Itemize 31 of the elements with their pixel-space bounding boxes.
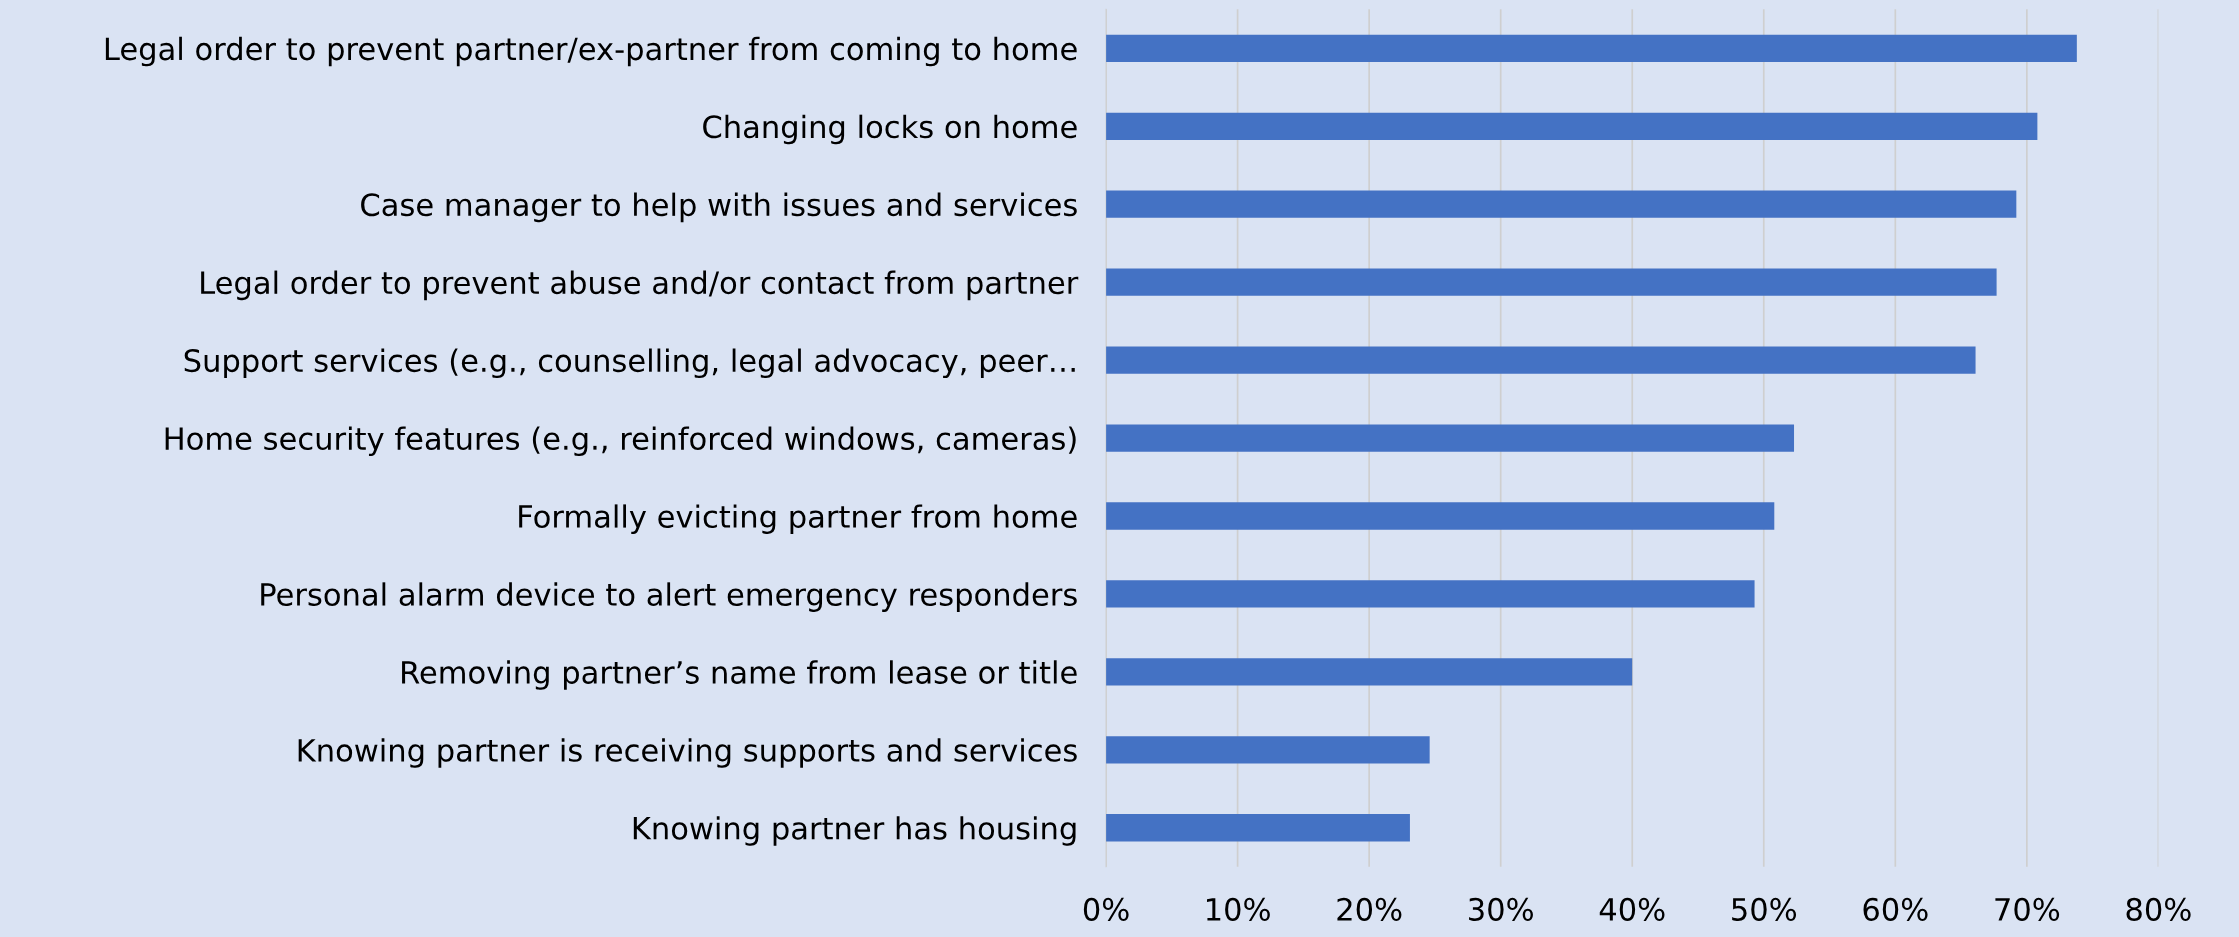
x-tick-label: 70% (1995, 897, 2060, 921)
x-tick-label: 80% (2126, 897, 2191, 921)
bar (1106, 112, 2038, 140)
y-tick-label: Removing partner’s name from lease or title (402, 660, 1077, 690)
x-tick-label: 40% (1599, 897, 1665, 921)
y-tick-label: Formally evicting partner from home (519, 504, 1077, 534)
y-tick-label: Legal order to prevent partner/ex-partner from coming to home (105, 36, 1077, 67)
x-tick-label: 30% (1469, 897, 1533, 921)
y-tick-label: Personal alarm device to alert emergency responders (261, 582, 1077, 612)
bar (1106, 736, 1430, 764)
bar (1106, 658, 1633, 686)
bar (1106, 346, 1976, 374)
y-tick-label: Knowing partner is receiving supports and services (298, 738, 1077, 768)
bar (1106, 424, 1795, 452)
bar (1106, 34, 2077, 62)
bar (1106, 190, 2017, 218)
x-tick-label: 0% (1083, 897, 1129, 921)
y-tick-label: Support services (e.g., counselling, legal advocacy, peer… (184, 348, 1075, 379)
x-tick-label: 10% (1207, 897, 1270, 921)
bar (1106, 268, 1997, 296)
x-tick-label: 60% (1863, 897, 1928, 921)
y-tick-label: Knowing partner has housing (633, 816, 1076, 846)
bar (1106, 502, 1775, 530)
x-tick-label: 20% (1337, 897, 1402, 921)
bar (1106, 814, 1410, 842)
y-tick-label: Case manager to help with issues and services (361, 192, 1077, 223)
y-tick-label: Changing locks on home (703, 114, 1077, 145)
x-tick-label: 50% (1732, 897, 1797, 921)
y-tick-label: Legal order to prevent abuse and/or contact from partner (201, 270, 1079, 301)
y-tick-label: Home security features (e.g., reinforced windows, cameras) (165, 426, 1076, 457)
bar (1106, 580, 1755, 608)
